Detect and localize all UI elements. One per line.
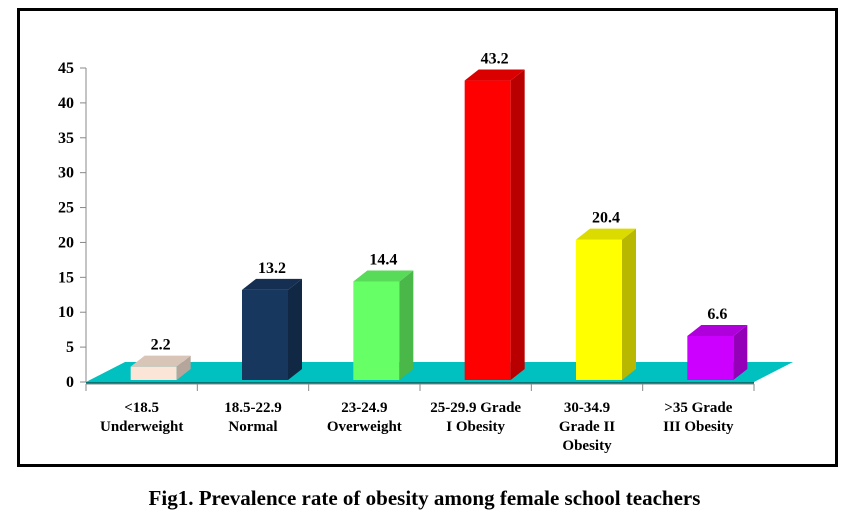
- bar: [687, 324, 748, 380]
- category-label: 18.5-22.9 Normal: [224, 400, 282, 435]
- bar-side: [510, 69, 525, 380]
- bar-front: [576, 239, 622, 380]
- bar-side: [176, 355, 191, 380]
- bar-front: [242, 289, 288, 380]
- bar-top: [353, 270, 414, 282]
- y-tick-label: 5: [66, 339, 74, 356]
- bar-side: [733, 324, 748, 380]
- y-tick-label: 15: [58, 269, 74, 286]
- bar-top: [242, 278, 302, 290]
- data-label: 20.4: [592, 210, 620, 227]
- category-label-line: 23-24.9: [341, 400, 387, 416]
- bar-top: [464, 69, 525, 81]
- y-tick-label: 25: [58, 200, 74, 217]
- bar: [353, 270, 414, 380]
- category-label-line: III Obesity: [663, 419, 734, 435]
- category-label-line: Grade II: [559, 419, 615, 435]
- y-tick-label: 30: [58, 165, 74, 182]
- data-label: 13.2: [258, 260, 286, 277]
- category-label-line: 30-34.9: [564, 400, 610, 416]
- bar-side: [622, 228, 636, 380]
- y-tick-label: 10: [58, 304, 74, 321]
- bar: [130, 355, 191, 380]
- chart-floor-edge: [86, 382, 754, 384]
- category-label-line: Obesity: [562, 438, 612, 454]
- category-label: <18.5 Underweight: [100, 400, 183, 435]
- bar: [242, 278, 302, 380]
- bar-front: [687, 335, 734, 380]
- y-tick-label: 35: [58, 130, 74, 147]
- data-label: 2.2: [151, 337, 171, 354]
- category-label-line: 18.5-22.9: [224, 400, 282, 416]
- category-label-line: 25-29.9 Grade: [430, 400, 521, 416]
- bar: [576, 228, 636, 380]
- bar-front: [353, 281, 400, 380]
- y-tick-label: 0: [66, 374, 74, 391]
- category-label: 25-29.9 Grade I Obesity: [430, 400, 521, 435]
- y-tick-label: 20: [58, 234, 74, 251]
- category-label-line: Underweight: [100, 419, 183, 435]
- bar: [464, 69, 525, 380]
- y-tick-label: 45: [58, 60, 74, 77]
- bar-side: [288, 278, 302, 380]
- category-label: 30-34.9 Grade II Obesity: [559, 400, 615, 454]
- category-label-line: >35 Grade: [664, 400, 732, 416]
- bar-side: [399, 270, 414, 380]
- category-label: 23-24.9 Overweight: [327, 400, 402, 435]
- bar-top: [130, 355, 191, 367]
- category-label: >35 Grade III Obesity: [663, 400, 734, 435]
- data-label: 6.6: [707, 306, 727, 323]
- chart-floor: [86, 362, 793, 382]
- bar-top: [576, 228, 636, 240]
- chart-frame: 0 5 10 15 20 25 30 35 40 45 2.2 <18.5 Underweight 13.…: [17, 8, 838, 467]
- category-label-line: I Obesity: [446, 419, 505, 435]
- category-label-line: <18.5: [124, 400, 159, 416]
- data-label: 43.2: [481, 51, 509, 68]
- bar-chart: 0 5 10 15 20 25 30 35 40 45 2.2 <18.5 Underweight 13.…: [58, 51, 793, 454]
- category-label-line: Overweight: [327, 419, 402, 435]
- data-label: 14.4: [369, 252, 397, 269]
- figure-caption: Fig1. Prevalence rate of obesity among f…: [148, 486, 701, 510]
- bar-front: [464, 80, 511, 380]
- bar-front: [130, 366, 177, 380]
- category-label-line: Normal: [228, 419, 277, 435]
- bar-top: [687, 324, 748, 336]
- y-tick-label: 40: [58, 95, 74, 112]
